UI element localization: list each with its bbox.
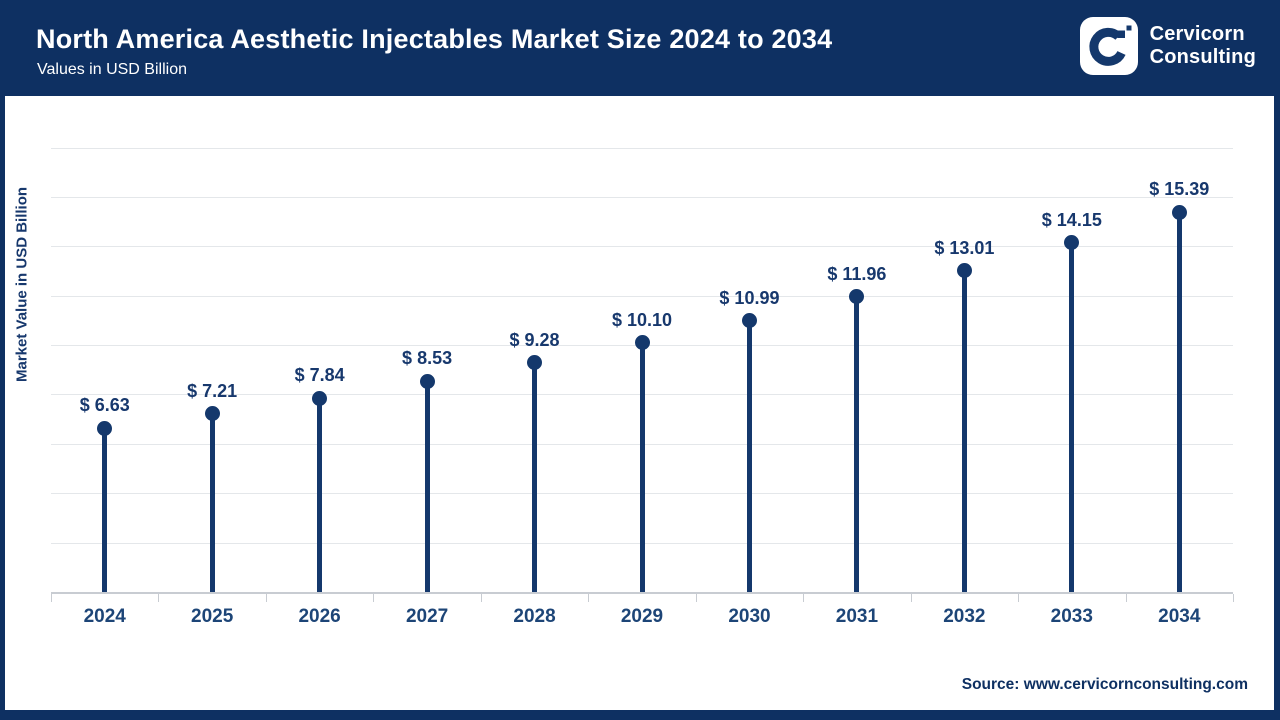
value-label: $ 13.01: [934, 237, 995, 258]
year-label: 2033: [1050, 606, 1093, 627]
year-label: 2029: [620, 606, 664, 627]
x-axis-tick: [1233, 594, 1234, 602]
gridline: [51, 246, 1233, 248]
value-label: $ 9.28: [509, 329, 560, 350]
source-attribution: Source: www.cervicornconsulting.com: [961, 676, 1248, 693]
chart-subtitle: Values in USD Billion: [37, 61, 187, 78]
data-stem: [854, 296, 860, 592]
data-stem: [1069, 242, 1075, 592]
data-stem: [209, 413, 215, 592]
header-banner: North America Aesthetic Injectables Mark…: [0, 0, 1280, 96]
value-label: $ 6.63: [79, 395, 130, 416]
year-label: 2031: [835, 606, 879, 627]
logo-c-glyph: [1088, 25, 1132, 66]
value-label: $ 7.84: [294, 365, 345, 386]
logo-text: Cervicorn Consulting: [1150, 23, 1256, 69]
x-axis-tick: [265, 594, 267, 602]
data-stem: [532, 362, 538, 592]
logo-c-icon: [1079, 17, 1138, 75]
x-axis-tick: [158, 594, 160, 602]
data-stem: [746, 320, 752, 592]
data-point-marker: [419, 373, 435, 389]
value-label: $ 10.10: [611, 309, 673, 330]
x-axis-tick: [695, 594, 697, 602]
year-label: 2024: [83, 606, 126, 627]
x-axis-tick: [373, 594, 375, 602]
data-point-marker: [312, 390, 328, 406]
year-label: 2034: [1158, 606, 1201, 627]
data-point-marker: [1064, 235, 1080, 251]
year-label: 2027: [405, 606, 449, 627]
data-stem: [102, 428, 108, 592]
logo-text-line2: Consulting: [1149, 46, 1256, 68]
value-label: $ 11.96: [827, 263, 887, 284]
chart-title: North America Aesthetic Injectables Mark…: [36, 24, 833, 54]
data-stem: [317, 398, 323, 592]
value-label: $ 10.99: [719, 287, 780, 308]
x-axis-tick: [588, 594, 590, 602]
x-axis-tick: [1018, 594, 1020, 602]
gridline: [51, 196, 1233, 198]
data-stem: [424, 381, 430, 592]
value-label: $ 14.15: [1041, 209, 1102, 230]
x-axis-tick: [51, 594, 52, 602]
data-point-marker: [527, 355, 543, 371]
data-stem: [639, 342, 645, 592]
value-label: $ 15.39: [1149, 179, 1210, 200]
year-label: 2026: [298, 606, 341, 627]
company-logo: Cervicorn Consulting: [1079, 16, 1256, 76]
year-label: 2032: [943, 606, 986, 627]
y-axis-title: Market Value in USD Billion: [13, 186, 31, 382]
data-point-marker: [1171, 204, 1187, 220]
x-axis-tick: [1125, 594, 1127, 602]
year-label: 2028: [513, 606, 556, 627]
x-axis-line: [51, 592, 1233, 594]
data-stem: [961, 270, 967, 592]
data-point-marker: [849, 289, 865, 305]
data-point-marker: [634, 335, 650, 351]
data-point-marker: [956, 263, 972, 279]
data-stem: [1176, 212, 1182, 592]
year-label: 2025: [191, 606, 234, 627]
value-label: $ 8.53: [402, 348, 453, 369]
logo-text-line1: Cervicorn: [1149, 23, 1245, 45]
data-point-marker: [204, 406, 220, 422]
value-label: $ 7.21: [187, 380, 238, 401]
gridline: [51, 295, 1233, 297]
data-point-marker: [741, 313, 757, 329]
x-axis-tick: [480, 594, 482, 602]
x-axis-tick: [803, 594, 805, 602]
x-axis-tick: [910, 594, 912, 602]
year-label: 2030: [728, 606, 771, 627]
data-point-marker: [97, 420, 113, 436]
gridline: [51, 147, 1233, 149]
